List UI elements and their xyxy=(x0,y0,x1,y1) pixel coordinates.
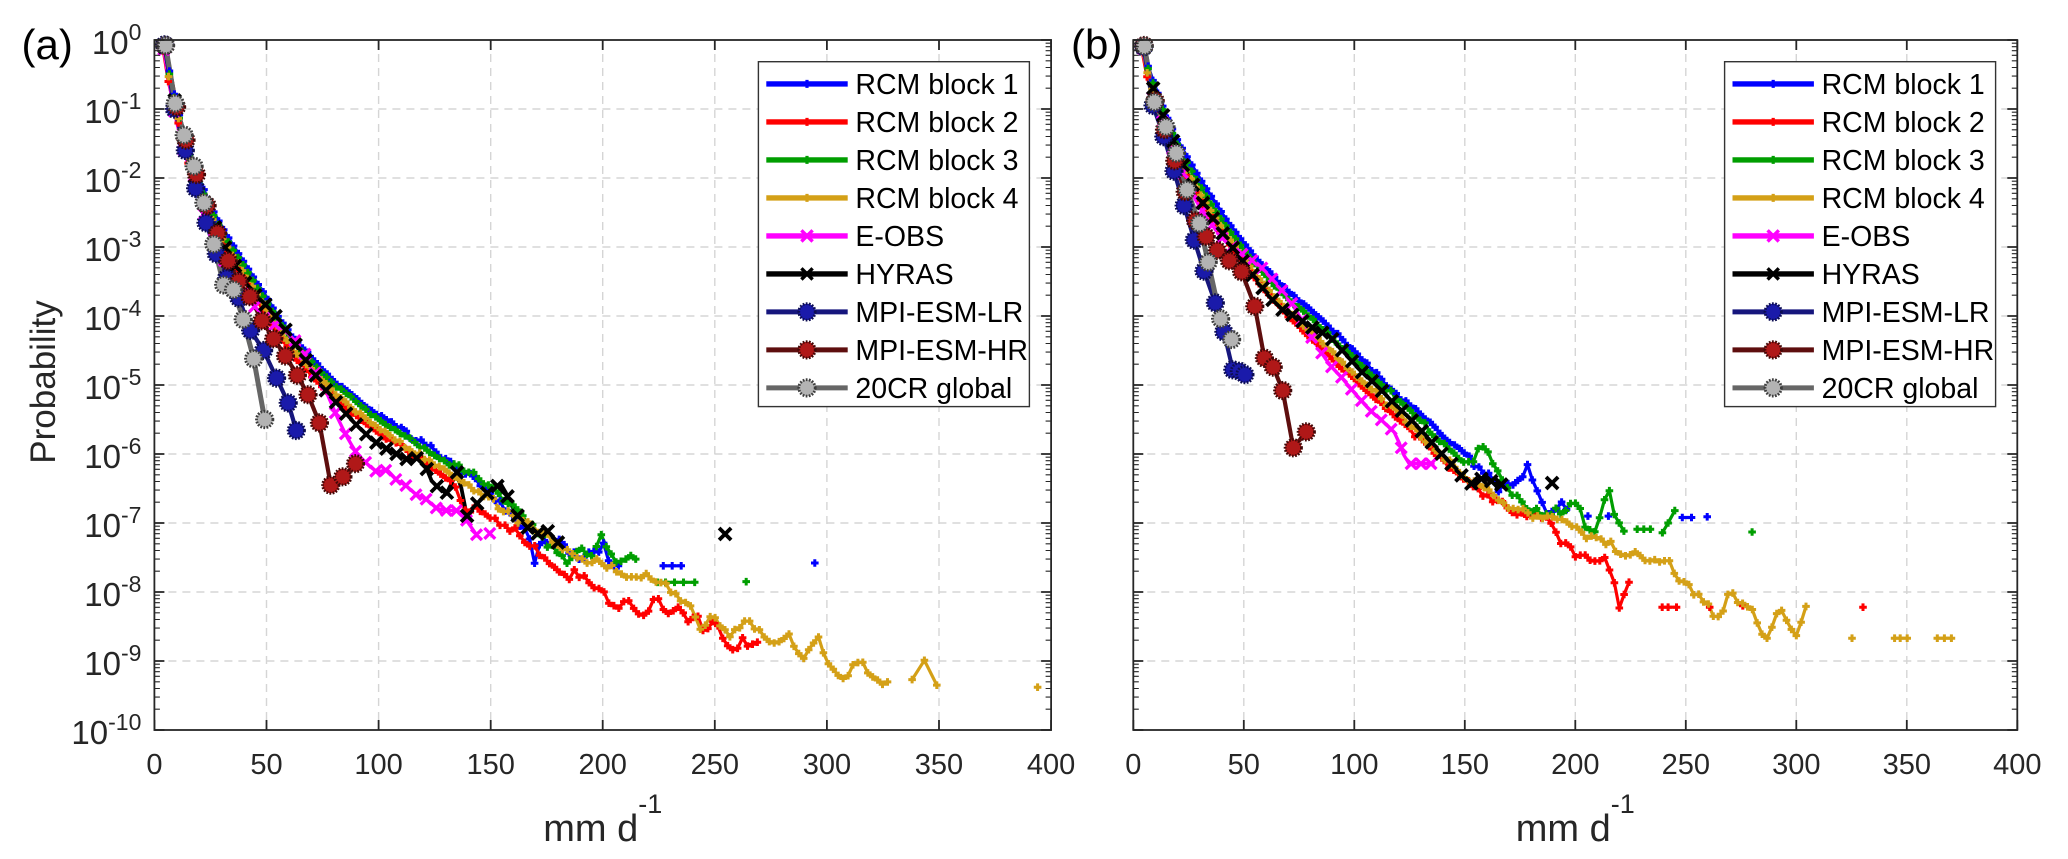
svg-text:RCM block 1: RCM block 1 xyxy=(1822,69,1985,101)
svg-text:(a): (a) xyxy=(22,21,73,68)
svg-text:RCM block 2: RCM block 2 xyxy=(1822,107,1985,139)
svg-text:10-10: 10-10 xyxy=(71,709,141,751)
svg-text:MPI-ESM-HR: MPI-ESM-HR xyxy=(1822,335,1995,367)
svg-text:HYRAS: HYRAS xyxy=(1822,259,1920,291)
svg-text:300: 300 xyxy=(803,749,851,781)
svg-text:RCM block 4: RCM block 4 xyxy=(1822,183,1985,215)
svg-text:RCM block 3: RCM block 3 xyxy=(855,145,1018,177)
svg-text:20CR global: 20CR global xyxy=(855,373,1012,405)
svg-text:RCM block 2: RCM block 2 xyxy=(855,107,1018,139)
svg-text:200: 200 xyxy=(1551,749,1599,781)
svg-text:300: 300 xyxy=(1772,749,1820,781)
svg-text:E-OBS: E-OBS xyxy=(1822,221,1911,253)
svg-text:MPI-ESM-HR: MPI-ESM-HR xyxy=(855,335,1028,367)
svg-text:10-6: 10-6 xyxy=(84,433,141,475)
svg-text:20CR global: 20CR global xyxy=(1822,373,1979,405)
svg-text:Probability: Probability xyxy=(24,300,63,464)
svg-text:MPI-ESM-LR: MPI-ESM-LR xyxy=(855,297,1023,329)
svg-text:150: 150 xyxy=(467,749,515,781)
svg-text:(b): (b) xyxy=(1071,21,1122,68)
svg-text:E-OBS: E-OBS xyxy=(855,221,944,253)
svg-text:400: 400 xyxy=(1993,749,2041,781)
svg-text:100: 100 xyxy=(354,749,402,781)
svg-text:350: 350 xyxy=(915,749,963,781)
svg-text:50: 50 xyxy=(1228,749,1260,781)
svg-text:RCM block 1: RCM block 1 xyxy=(855,69,1018,101)
svg-text:RCM block 4: RCM block 4 xyxy=(855,183,1018,215)
svg-text:RCM block 3: RCM block 3 xyxy=(1822,145,1985,177)
svg-text:250: 250 xyxy=(1662,749,1710,781)
svg-text:250: 250 xyxy=(691,749,739,781)
svg-text:350: 350 xyxy=(1883,749,1931,781)
svg-text:100: 100 xyxy=(1330,749,1378,781)
svg-text:50: 50 xyxy=(250,749,282,781)
svg-text:200: 200 xyxy=(579,749,627,781)
svg-text:0: 0 xyxy=(1125,749,1141,781)
svg-text:0: 0 xyxy=(146,749,162,781)
svg-text:MPI-ESM-LR: MPI-ESM-LR xyxy=(1822,297,1990,329)
svg-text:400: 400 xyxy=(1027,749,1075,781)
svg-text:HYRAS: HYRAS xyxy=(855,259,953,291)
svg-text:150: 150 xyxy=(1441,749,1489,781)
